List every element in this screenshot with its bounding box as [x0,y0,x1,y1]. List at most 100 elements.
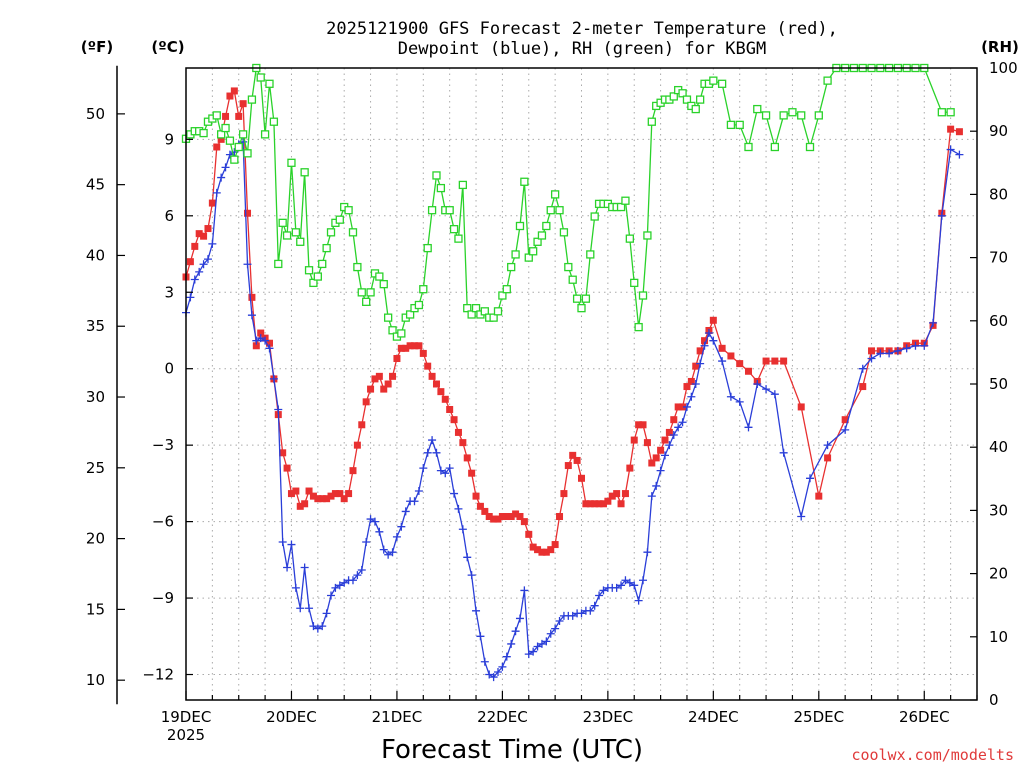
celsius-tick-label: 9 [164,130,174,148]
2-meter-temperature-point [534,546,542,554]
dewpoint-point [441,469,450,478]
dewpoint-point [485,670,494,679]
rh-point [366,288,375,297]
2-meter-temperature-point [578,474,585,482]
2-meter-temperature-point [648,459,656,467]
fahrenheit-tick-label: 50 [86,105,105,123]
rh-point [397,329,406,338]
rh-point [814,111,823,120]
2-meter-temperature-point [494,515,502,523]
rh-point [313,272,322,281]
rh-point [217,130,226,139]
rh-tick-label: 40 [989,438,1008,456]
celsius-tick-label: 3 [164,283,174,301]
rh-point [691,104,700,114]
2-meter-temperature-point [468,469,476,477]
2-meter-temperature-point [362,398,370,406]
2-meter-temperature-point [815,492,823,500]
2-meter-temperature-point [955,128,963,136]
2-meter-temperature-point [358,421,366,429]
rh-point [616,202,626,212]
rh-line [185,65,951,338]
rh-point [348,228,358,237]
dewpoint-point [823,441,832,450]
rh-point [590,212,599,221]
dewpoint-point [445,464,454,473]
rh-point [238,130,248,139]
rh-point [630,278,639,288]
2-meter-temperature-point [687,377,695,385]
dewpoint-point [261,336,270,345]
rh-point [230,155,239,164]
rh-point [555,206,564,215]
rh-point [753,104,762,114]
dewpoint-point [555,617,564,625]
fahrenheit-tick-label: 10 [86,671,105,689]
2-meter-temperature-point [283,464,291,472]
chart-title-line-1: 2025121900 GFS Forecast 2-meter Temperat… [326,19,838,39]
rh-point [621,196,630,205]
rh-point [634,322,643,332]
rh-tick-label: 50 [989,375,1008,393]
rh-point [643,231,652,240]
2-meter-temperature-point [516,513,524,521]
dewpoint-point [691,380,700,388]
rh-point [524,253,533,262]
rh-point [291,228,301,237]
rh-point [274,259,283,269]
2-meter-temperature-point [599,500,607,508]
dewpoint-point [287,540,296,549]
dewpoint-point [920,341,929,350]
dewpoint-point [318,622,327,631]
2-meter-temperature-point [230,87,238,95]
2-meter-temperature-point [226,92,234,100]
fahrenheit-tick-label: 40 [86,246,105,264]
2-meter-temperature-point [424,362,432,370]
rh-point [498,291,507,300]
rh-point [638,291,648,300]
rh-point [287,158,296,167]
rh-point [260,130,270,139]
rh-point [454,234,463,243]
rh-point [586,250,595,259]
rh-point [199,128,208,138]
2-meter-temperature-point [560,490,568,498]
chart-title-line-2: Dewpoint (blue), RH (green) for KBGM [398,39,766,59]
rh-point [467,310,476,319]
rh-tick-label: 90 [989,122,1008,140]
x-axis-title: Forecast Time (UTC) [381,735,643,765]
2-meter-temperature-point [191,242,199,250]
2-meter-temperature-point [446,405,454,413]
2-meter-temperature-point [529,543,537,551]
rh-point [937,108,946,117]
2-meter-temperature-point [635,421,643,429]
dewpoint-point [841,425,850,434]
2-meter-temperature-point [432,380,440,388]
rh-point [269,117,279,126]
dewpoint-point [269,374,278,383]
dewpoint-point [678,418,687,427]
rh-point [344,206,353,215]
dewpoint-point [454,504,463,513]
dewpoint-point [612,583,621,592]
rh-point [537,231,547,240]
dewpoint-point [208,239,217,248]
2-meter-temperature-point [608,492,616,500]
fahrenheit-tick-label: 15 [86,600,105,618]
dewpoint-point [902,344,911,353]
rh-point [282,231,292,240]
rh-point [243,149,252,158]
dewpoint-point [682,402,691,411]
dewpoint-point [660,451,669,460]
2-meter-temperature-point [411,342,419,350]
2-meter-temperature-point [463,454,471,462]
fahrenheit-tick-label: 45 [86,176,105,194]
2-meter-temperature-point [393,355,401,363]
2-meter-temperature-point [195,230,203,238]
2-meter-temperature-point [582,500,590,508]
rh-point [761,111,771,120]
dewpoint-point [885,349,894,358]
dewpoint-point [335,581,344,590]
rh-point [234,142,243,152]
2-meter-temperature-point [265,339,273,347]
